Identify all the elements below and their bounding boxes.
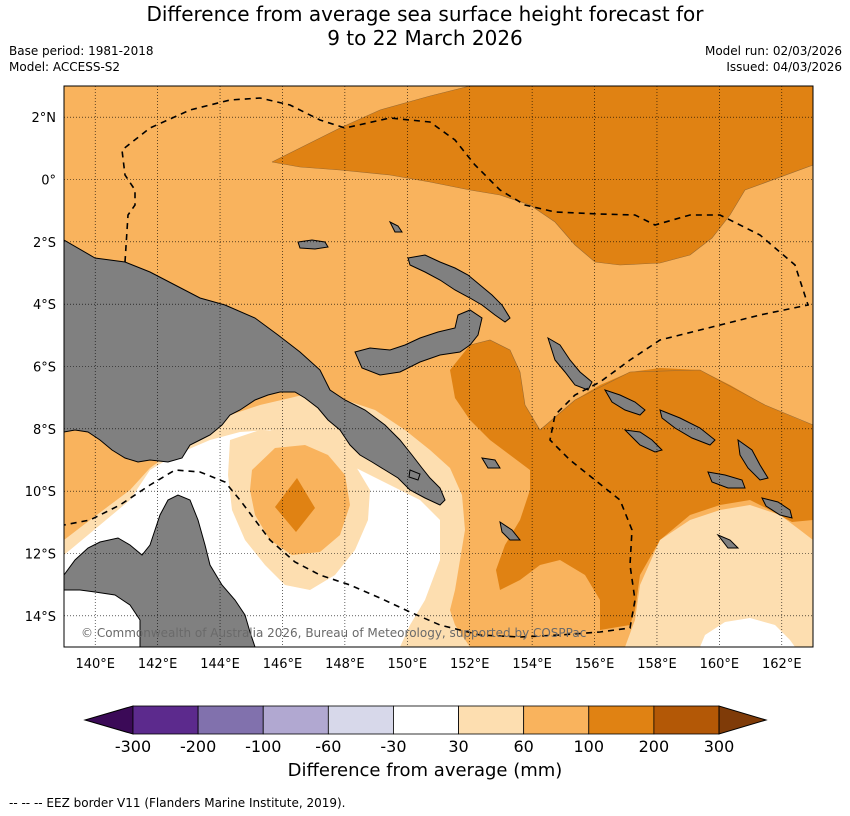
longitude-label: 144°E [200, 657, 240, 672]
colorbar-tick-label: 200 [639, 737, 670, 756]
colorbar-tick-label: 60 [513, 737, 533, 756]
colorbar-tick-label: 30 [448, 737, 468, 756]
colorbar-extend-low [83, 705, 134, 735]
land-islands-5 [408, 469, 421, 481]
base-period: Base period: 1981-2018 [9, 44, 154, 58]
latitude-label: 2°S [33, 236, 56, 251]
colorbar-swatch [458, 705, 525, 735]
meta-left: Base period: 1981-2018 Model: ACCESS-S2 [9, 43, 154, 75]
land-australia [64, 494, 256, 647]
latitude-label: 10°S [25, 485, 56, 500]
longitude-label: 140°E [75, 657, 115, 672]
land-new-guinea [64, 239, 446, 506]
anomaly-neutral-se [700, 618, 795, 647]
model-run: Model run: 02/03/2026 [704, 44, 842, 58]
colorbar-tick-label: -100 [245, 737, 281, 756]
contour-lines [271, 86, 813, 431]
colorbar-tick-label: 100 [574, 737, 605, 756]
colorbar-swatch [653, 705, 720, 735]
latitude-label: 2°N [32, 111, 57, 126]
colorbar-tick-label: -30 [380, 737, 406, 756]
longitude-label: 152°E [450, 657, 490, 672]
latitude-labels: 2°N 0° 2°S 4°S 6°S 8°S 10°S 12°S 14°S [25, 111, 56, 625]
longitude-label: 142°E [138, 657, 178, 672]
copyright-notice: © Commonwealth of Australia 2026, Bureau… [81, 626, 586, 640]
longitude-label: 158°E [637, 657, 677, 672]
land-solomons-2 [659, 409, 716, 446]
latitude-label: 12°S [25, 548, 56, 563]
issued-date: Issued: 04/03/2026 [726, 60, 842, 74]
land-solomons-3 [623, 429, 663, 453]
eez-border [64, 97, 810, 638]
colorbar-swatch [197, 705, 264, 735]
colorbar-title: Difference from average (mm) [287, 760, 563, 781]
latitude-label: 14°S [25, 610, 56, 625]
colorbar-extend-high [718, 705, 768, 735]
land-islands-3 [499, 520, 522, 541]
model-name: Model: ACCESS-S2 [9, 60, 121, 74]
anomaly-30-60-se [625, 505, 813, 647]
latitude-label: 0° [41, 174, 56, 189]
land-bougainville [547, 336, 593, 391]
latitude-label: 4°S [33, 298, 56, 313]
colorbar-swatch [132, 705, 199, 735]
land-solomons-1 [603, 389, 646, 416]
latitude-label: 8°S [33, 423, 56, 438]
colorbar-swatch [327, 705, 394, 735]
land-solomons-5 [707, 471, 746, 489]
longitude-labels: 140°E 142°E 144°E 146°E 148°E 150°E 152°E 154°E… [75, 657, 801, 672]
title-line-1: Difference from average sea surface heig… [146, 2, 704, 26]
colorbar-swatch [262, 705, 329, 735]
colorbar-tick-label: -300 [115, 737, 151, 756]
land-manus [297, 239, 329, 250]
land-new-ireland [407, 254, 511, 323]
colorbar: -300 -200 -100 -60 -30 30 60 100 200 300 [83, 705, 768, 756]
longitude-label: 160°E [700, 657, 740, 672]
colorbar-tick-label: -200 [180, 737, 216, 756]
chart-title: Difference from average sea surface heig… [0, 2, 850, 50]
colorbar-swatch [588, 705, 655, 735]
longitude-label: 150°E [388, 657, 428, 672]
map-area: © Commonwealth of Australia 2026, Bureau… [64, 86, 813, 647]
title-line-2: 9 to 22 March 2026 [327, 26, 523, 50]
anomaly-100-200-diamond [275, 478, 315, 532]
meta-right: Model run: 02/03/2026 Issued: 04/03/2026 [705, 43, 842, 75]
land-new-britain [354, 309, 483, 376]
anomaly-100-200-south [450, 340, 813, 630]
map-frame [63, 85, 814, 648]
longitude-label: 162°E [762, 657, 802, 672]
longitude-label: 156°E [575, 657, 615, 672]
land-solomons-4 [737, 438, 769, 481]
colorbar-swatch [523, 705, 590, 735]
land-islands-2 [481, 457, 501, 469]
longitude-label: 146°E [263, 657, 303, 672]
colorbar-tick-label: -60 [315, 737, 341, 756]
land-solomons-6 [761, 497, 793, 519]
eez-legend: -- -- -- EEZ border V11 (Flanders Marine… [9, 796, 346, 810]
colorbar-tick-label: 300 [704, 737, 735, 756]
longitude-label: 154°E [512, 657, 552, 672]
land-islands-1 [388, 220, 403, 233]
graticule [64, 86, 813, 647]
longitude-label: 148°E [325, 657, 365, 672]
colorbar-swatch [393, 705, 459, 735]
latitude-label: 6°S [33, 361, 56, 376]
land-islands-4 [716, 533, 740, 549]
anomaly-100-200-north [272, 86, 813, 265]
